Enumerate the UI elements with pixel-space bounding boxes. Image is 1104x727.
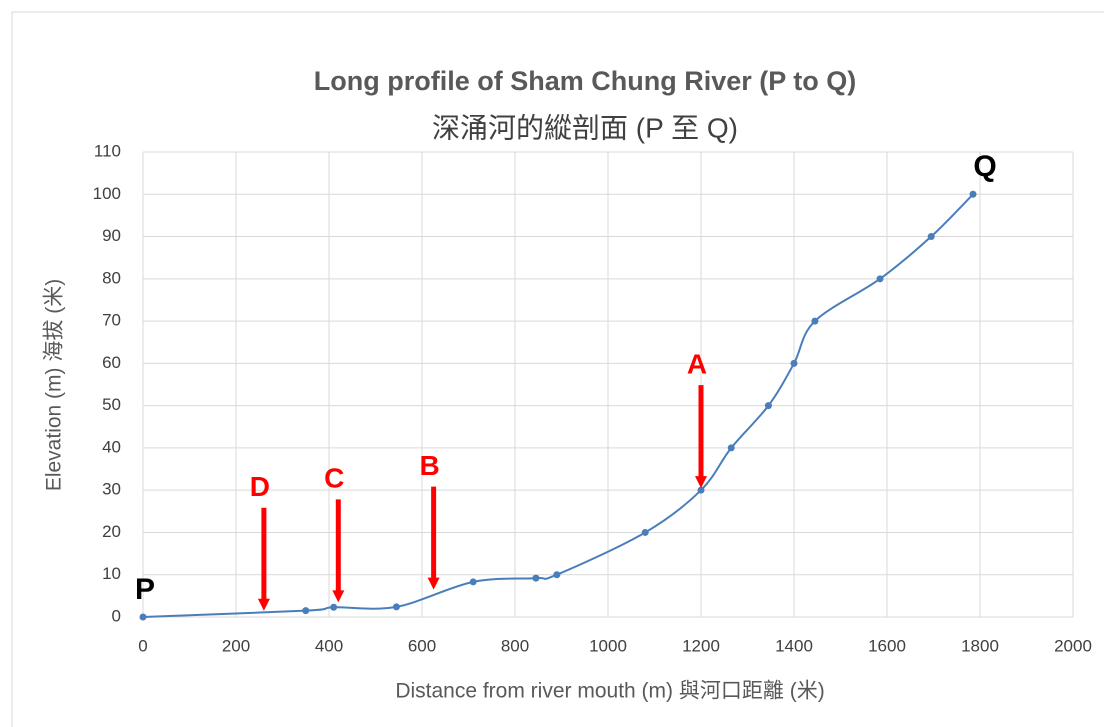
annotation: D	[250, 471, 270, 502]
point	[553, 571, 561, 579]
x-tick-label: 1400	[775, 636, 813, 655]
x-tick-label: 1800	[961, 636, 999, 655]
chart-title: Long profile of Sham Chung River (P to Q…	[314, 66, 857, 96]
point	[392, 603, 400, 611]
point	[330, 603, 338, 611]
arrow-head	[695, 476, 707, 489]
point	[969, 190, 977, 198]
x-tick-label: 1000	[589, 636, 627, 655]
y-tick-label: 70	[102, 311, 121, 330]
y-tick-label: 30	[102, 480, 121, 499]
x-tick-label: 2000	[1054, 636, 1092, 655]
point	[641, 528, 649, 536]
x-tick-label: 0	[138, 636, 147, 655]
x-tick-label: 1600	[868, 636, 906, 655]
point	[469, 578, 477, 586]
y-tick-label: 90	[102, 226, 121, 245]
point	[697, 486, 705, 494]
y-tick-label: 40	[102, 437, 121, 456]
point	[302, 607, 310, 615]
y-tick-label: 0	[112, 606, 121, 625]
arrow-head	[332, 590, 345, 603]
y-tick-label: 20	[102, 522, 121, 541]
arrow-head	[257, 598, 270, 611]
y-tick-label: 80	[102, 268, 121, 287]
y-tick-label: 110	[94, 141, 121, 160]
point	[139, 613, 147, 621]
y-tick-label: 10	[102, 564, 121, 583]
annotation: C	[324, 463, 344, 494]
chart-frame	[11, 11, 1104, 727]
point	[790, 359, 798, 367]
point	[876, 275, 884, 283]
y-tick-label: 60	[102, 353, 121, 372]
annotation: B	[420, 450, 440, 481]
annotation: A	[687, 349, 707, 380]
y-tick-label: 100	[93, 184, 121, 203]
point	[764, 402, 772, 410]
arrow-head	[427, 577, 440, 590]
point	[532, 574, 540, 582]
x-tick-label: 400	[315, 636, 343, 655]
point	[927, 233, 935, 241]
annotation: Q	[973, 150, 996, 183]
point	[727, 444, 735, 452]
x-tick-label: 800	[501, 636, 529, 655]
annotation: P	[135, 573, 155, 606]
chart-subtitle: 深涌河的縱剖面 (P 至 Q)	[432, 112, 738, 143]
y-tick-label: 50	[102, 395, 121, 414]
x-tick-label: 200	[222, 636, 250, 655]
x-tick-label: 600	[408, 636, 436, 655]
x-tick-label: 1200	[682, 636, 720, 655]
y-axis-label: Elevation (m) 海拔 (米)	[43, 279, 66, 491]
x-axis-label: Distance from river mouth (m) 與河口距離 (米)	[395, 680, 824, 703]
point	[811, 317, 819, 325]
